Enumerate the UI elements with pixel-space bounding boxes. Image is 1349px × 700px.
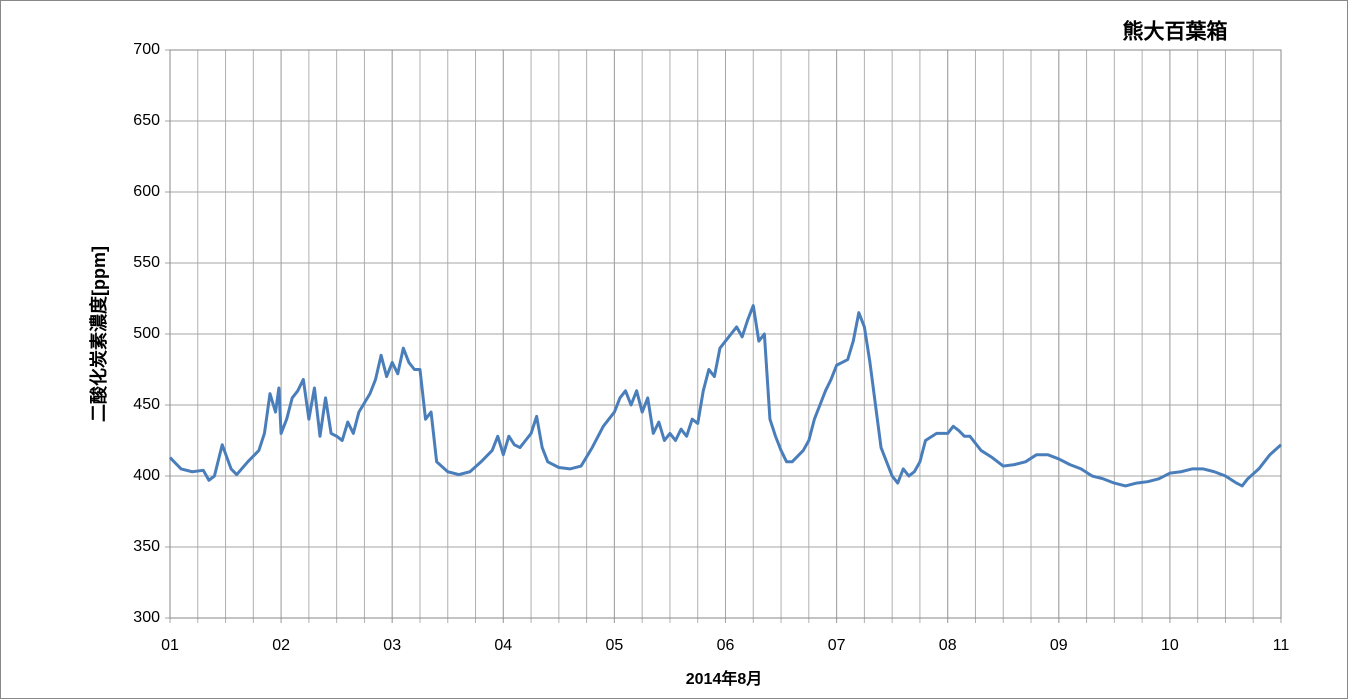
x-axis-label: 2014年8月 <box>686 669 763 688</box>
chart-title: 熊大百葉箱 <box>1123 20 1228 44</box>
x-tick-label: 11 <box>1273 637 1290 654</box>
y-tick-label: 300 <box>133 609 160 626</box>
x-tick-label: 10 <box>1161 637 1179 654</box>
x-tick-label: 09 <box>1050 637 1068 654</box>
y-tick-label: 600 <box>133 183 160 200</box>
x-tick-label: 07 <box>828 637 846 654</box>
y-tick-label: 500 <box>133 325 160 342</box>
y-tick-label: 700 <box>133 41 160 58</box>
data-line <box>168 304 1283 488</box>
y-tick-label: 550 <box>133 254 160 271</box>
x-tick-label: 02 <box>272 637 290 654</box>
y-tick-label: 650 <box>133 112 160 129</box>
x-tick-label: 01 <box>161 637 179 654</box>
y-tick-label: 400 <box>133 467 160 484</box>
x-tick-label: 05 <box>606 637 624 654</box>
x-tick-label: 06 <box>717 637 735 654</box>
x-tick-label: 08 <box>939 637 957 654</box>
y-tick-label: 450 <box>133 396 160 413</box>
plot-frame <box>169 49 1282 619</box>
y-axis-label: 二酸化炭素濃度[ppm] <box>88 246 109 422</box>
x-tick-label: 03 <box>383 637 401 654</box>
x-tick-label: 04 <box>494 637 512 654</box>
y-tick-label: 350 <box>133 538 160 555</box>
